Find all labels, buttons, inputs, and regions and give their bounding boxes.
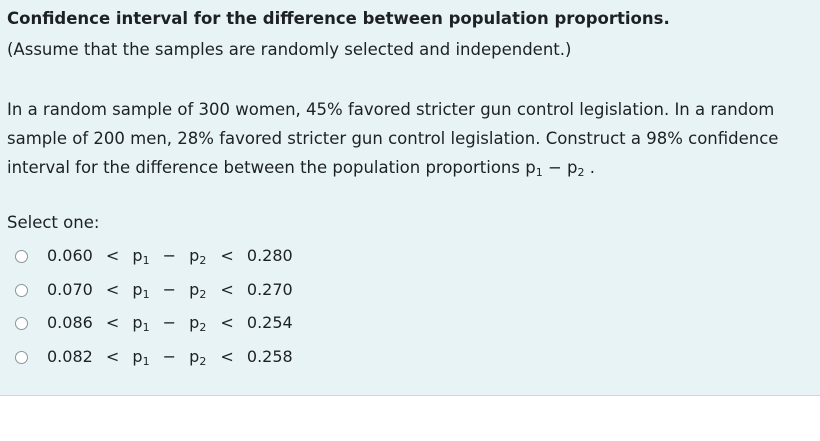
question-body-line-3: interval for the difference between the … [7,153,807,187]
option-upper-bound: 0.258 [246,346,293,366]
option-upper-bound: 0.270 [246,279,293,299]
question-title: Confidence interval for the difference b… [7,9,670,28]
answer-option-b-text: 0.070 < p1 − p2 < 0.270 [47,280,293,301]
body-line-3-mid: − p [542,158,578,177]
subscript: 1 [142,354,150,368]
subscript: 1 [142,287,150,301]
answer-option-c-text: 0.086 < p1 − p2 < 0.254 [47,313,293,334]
answer-option-b[interactable]: 0.070 < p1 − p2 < 0.270 [15,274,293,308]
body-line-3-suffix: . [584,158,596,177]
option-lower-bound: 0.086 [47,313,93,333]
question-subtitle: (Assume that the samples are randomly se… [7,40,572,59]
minus-sign: − [162,246,177,266]
answer-option-c[interactable]: 0.086 < p1 − p2 < 0.254 [15,307,293,341]
p-symbol: p [132,346,143,366]
option-lower-bound: 0.082 [47,346,93,366]
less-than-sign: < [220,346,234,366]
answer-option-d-text: 0.082 < p1 − p2 < 0.258 [47,347,293,368]
less-than-sign: < [105,279,120,299]
p-symbol: p [189,346,200,366]
option-lower-bound: 0.070 [47,279,93,299]
radio-button-b[interactable] [15,283,28,297]
radio-button-c[interactable] [15,317,28,331]
subscript: 1 [142,321,150,335]
subscript: 2 [199,354,207,368]
less-than-sign: < [220,279,234,299]
minus-sign: − [162,313,177,333]
answer-option-a-text: 0.060 < p1 − p2 < 0.280 [47,246,293,267]
minus-sign: − [162,346,177,366]
p-symbol: p [189,313,200,333]
option-upper-bound: 0.280 [246,246,293,266]
option-upper-bound: 0.254 [246,313,293,333]
question-panel: Confidence interval for the difference b… [0,0,820,396]
question-body-line-2: sample of 200 men, 28% favored stricter … [7,129,779,148]
answer-option-a[interactable]: 0.060 < p1 − p2 < 0.280 [15,240,293,274]
p-symbol: p [132,313,143,333]
body-line-3-sub2: 2 [577,166,585,179]
subscript: 2 [199,287,207,301]
subscript: 1 [142,254,150,268]
select-one-label: Select one: [7,213,100,232]
question-body-line-1: In a random sample of 300 women, 45% fav… [7,100,775,119]
radio-button-a[interactable] [15,250,28,264]
less-than-sign: < [220,313,234,333]
option-lower-bound: 0.060 [47,246,93,266]
subscript: 2 [199,321,207,335]
less-than-sign: < [105,313,120,333]
body-line-3-prefix: interval for the difference between the … [7,158,536,177]
subscript: 2 [199,254,207,268]
radio-button-d[interactable] [15,350,28,364]
p-symbol: p [132,279,143,299]
p-symbol: p [132,246,143,266]
answer-option-d[interactable]: 0.082 < p1 − p2 < 0.258 [15,341,293,375]
less-than-sign: < [105,346,120,366]
less-than-sign: < [105,246,120,266]
less-than-sign: < [220,246,234,266]
minus-sign: − [162,279,177,299]
question-body: In a random sample of 300 women, 45% fav… [7,95,807,187]
p-symbol: p [189,246,200,266]
p-symbol: p [189,279,200,299]
body-line-3-sub1: 1 [535,166,543,179]
answer-options: 0.060 < p1 − p2 < 0.280 0.070 < p1 − p2 … [15,240,293,374]
